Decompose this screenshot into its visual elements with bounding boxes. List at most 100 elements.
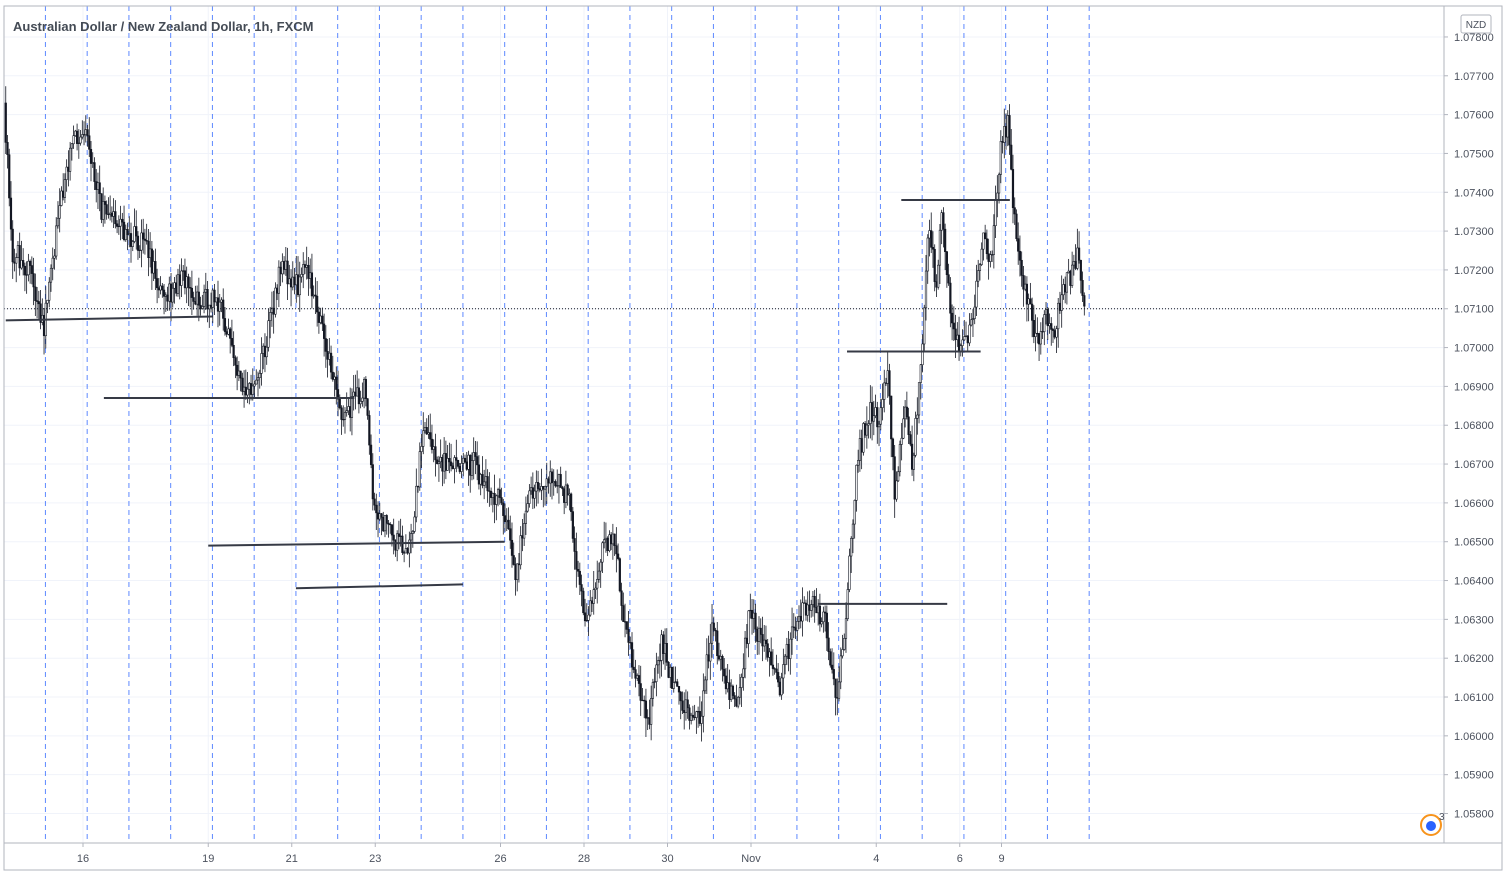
candle xyxy=(105,200,108,220)
candle xyxy=(1039,322,1042,355)
candle xyxy=(721,654,724,682)
y-tick-label: 1.07600 xyxy=(1454,110,1494,122)
candle xyxy=(603,521,606,549)
candle xyxy=(213,283,216,315)
candle xyxy=(890,395,893,458)
candle xyxy=(723,658,726,684)
candles xyxy=(4,86,1086,742)
candle xyxy=(229,327,232,354)
candle xyxy=(463,454,467,464)
candle xyxy=(898,440,902,477)
candle xyxy=(350,388,354,436)
candle xyxy=(507,507,510,530)
horizontal-line-1[interactable] xyxy=(5,315,213,322)
y-tick-label: 1.07000 xyxy=(1454,343,1494,355)
candle xyxy=(950,304,954,341)
candle xyxy=(277,260,280,308)
candle xyxy=(789,632,792,675)
candle xyxy=(893,445,896,518)
candle xyxy=(74,129,77,137)
candle xyxy=(923,304,926,352)
candle xyxy=(145,223,148,245)
candle xyxy=(316,281,319,327)
alert-indicator[interactable]: 3 xyxy=(1420,812,1445,836)
candle xyxy=(420,434,423,469)
candle xyxy=(498,478,501,505)
horizontal-line-4[interactable] xyxy=(295,583,463,590)
candle xyxy=(801,587,804,637)
candle xyxy=(657,656,660,674)
candle xyxy=(1029,282,1032,305)
candle xyxy=(912,452,915,482)
candle xyxy=(22,248,25,276)
candle xyxy=(380,513,383,536)
candle xyxy=(171,282,174,308)
candle xyxy=(359,390,362,409)
currency-badge: NZD xyxy=(1460,14,1492,34)
candle xyxy=(944,223,947,271)
candle xyxy=(115,220,119,234)
candle xyxy=(771,649,775,676)
candle xyxy=(942,207,945,248)
candle xyxy=(737,695,740,709)
candle xyxy=(877,420,881,447)
candle xyxy=(864,420,867,438)
candle xyxy=(1018,235,1022,277)
drawn-horizontal-lines[interactable] xyxy=(5,199,1010,605)
session-break-lines xyxy=(44,6,1090,843)
candle xyxy=(218,293,221,326)
candle xyxy=(70,143,73,161)
candle xyxy=(345,392,348,417)
candle xyxy=(190,270,193,315)
x-tick-label: 28 xyxy=(578,853,590,865)
candle xyxy=(324,325,327,368)
candle xyxy=(622,592,625,622)
x-tick-label: 4 xyxy=(873,853,879,865)
candle xyxy=(230,319,234,348)
candle xyxy=(782,648,785,694)
candle xyxy=(917,382,921,424)
candle xyxy=(241,372,244,396)
chart-frame xyxy=(3,5,1503,871)
candle xyxy=(810,599,813,618)
candle xyxy=(650,685,653,741)
candle xyxy=(142,218,145,254)
candle xyxy=(387,519,390,538)
candle xyxy=(361,382,364,407)
candle xyxy=(937,259,940,290)
candle xyxy=(256,371,260,397)
horizontal-line-3[interactable] xyxy=(208,540,505,547)
candle xyxy=(618,557,621,593)
candle xyxy=(1031,297,1034,338)
candle xyxy=(75,123,79,151)
candle xyxy=(55,217,58,260)
candle xyxy=(916,397,919,435)
price-axis[interactable]: 1.05800 1.05900 1.06000 1.06100 1.06200 1.063… xyxy=(1444,32,1494,821)
candle xyxy=(754,603,757,643)
candle xyxy=(143,228,147,255)
candle xyxy=(121,212,124,240)
candle xyxy=(502,498,505,535)
candle xyxy=(93,157,96,191)
candle xyxy=(486,469,489,503)
candle xyxy=(1032,305,1035,344)
candle xyxy=(1046,306,1049,341)
candle xyxy=(1050,317,1053,346)
y-tick-label: 1.06400 xyxy=(1454,576,1494,588)
candle xyxy=(818,593,821,632)
candle xyxy=(56,201,60,229)
candle xyxy=(49,264,53,292)
candle xyxy=(991,250,994,263)
candle xyxy=(841,634,844,659)
candle xyxy=(813,589,816,623)
candle xyxy=(870,386,874,441)
x-tick-label: 30 xyxy=(661,853,673,865)
candle xyxy=(712,616,715,637)
time-axis[interactable]: 16 19 21 23 26 28 30 Nov 4 6 9 xyxy=(77,843,1005,865)
candle xyxy=(1055,325,1058,353)
candle xyxy=(895,471,898,502)
candle xyxy=(963,319,966,341)
candle xyxy=(829,648,832,668)
